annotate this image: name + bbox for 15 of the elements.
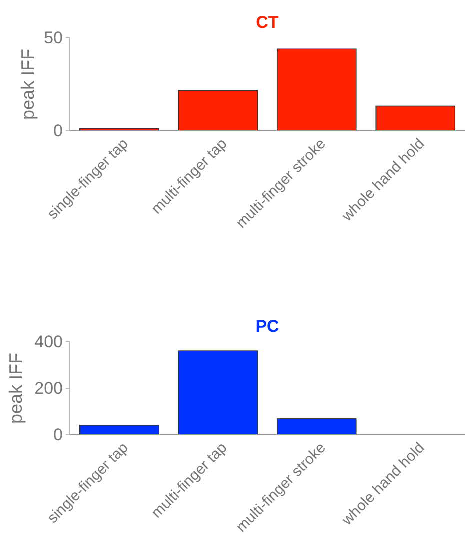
y-tick-label: 200: [34, 378, 63, 398]
y-tick-label: 50: [44, 28, 63, 48]
bar: [178, 90, 258, 132]
bar: [79, 425, 160, 436]
bar: [276, 418, 357, 436]
y-axis-title: peak IFF: [6, 352, 26, 424]
y-tick-label: 0: [54, 425, 63, 444]
y-tick-label: 400: [34, 332, 63, 352]
y-tick-label: 0: [54, 121, 63, 140]
bar: [178, 350, 258, 436]
bar: [376, 106, 456, 132]
y-axis-title: peak IFF: [18, 48, 38, 120]
bar: [276, 48, 357, 132]
chart-title: CT: [256, 13, 280, 32]
chart-title: PC: [256, 317, 280, 336]
